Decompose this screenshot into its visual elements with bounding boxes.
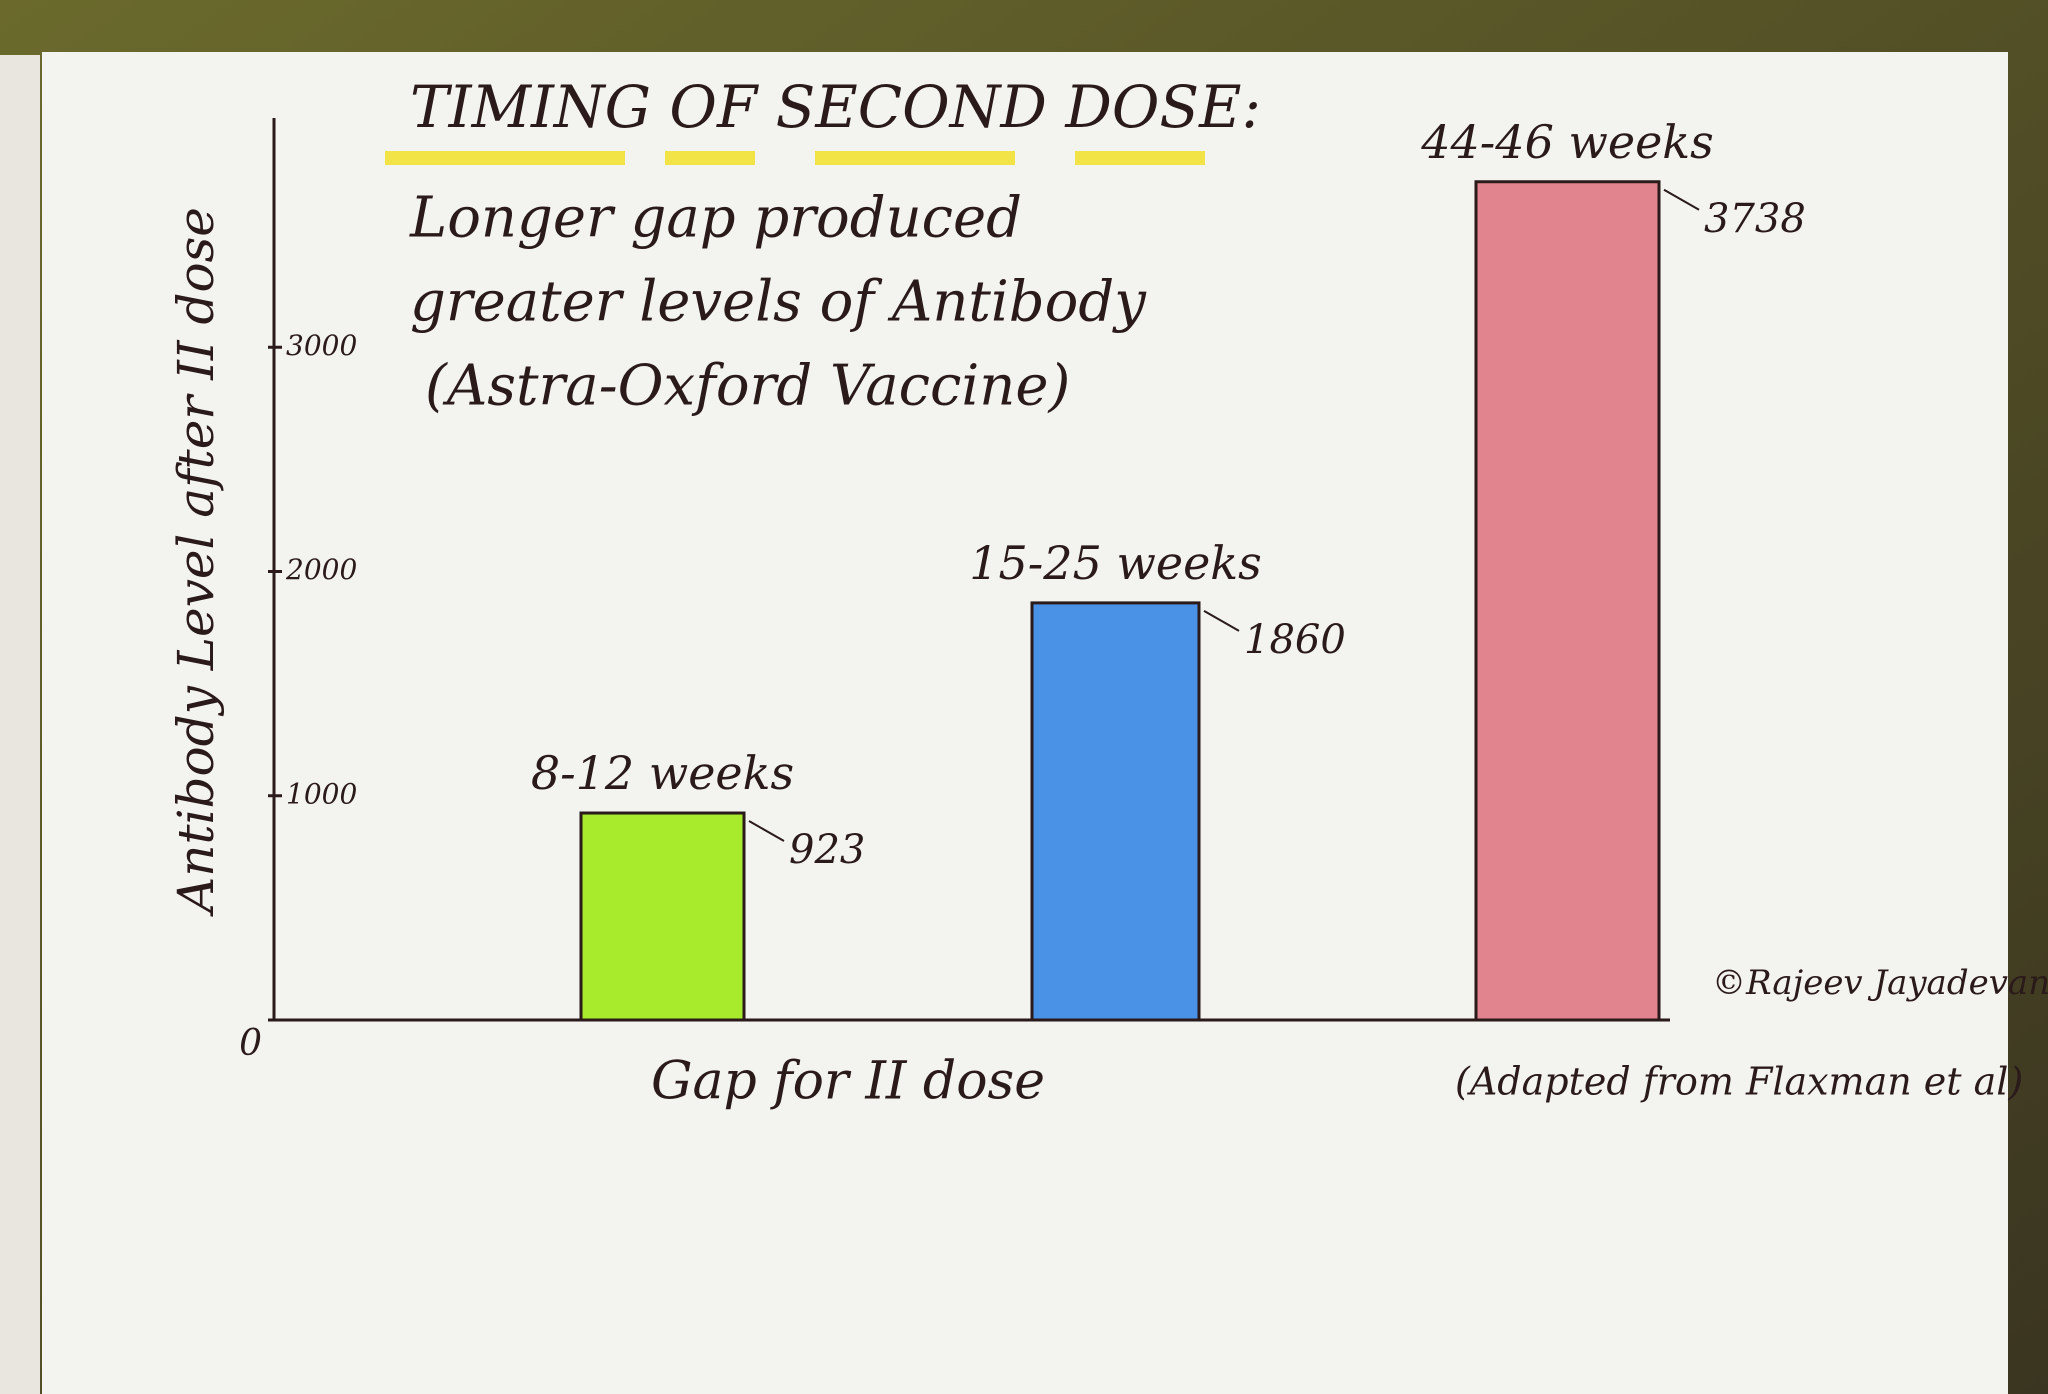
annotation: (Adapted from Flaxman et al) <box>1455 1060 2023 1104</box>
bar <box>1474 180 1661 1022</box>
chart-title: TIMING OF SECOND DOSE: <box>410 73 1261 141</box>
annotation: ©Rajeev Jayadevan <box>1712 963 2048 1003</box>
subtitle-line: Longer gap produced <box>409 186 1022 251</box>
value-leader <box>1203 610 1240 632</box>
subtitle-line: greater levels of Antibody <box>410 270 1147 335</box>
category-label: 15-25 weeks <box>969 536 1262 590</box>
y-tick-label: 3000 <box>286 329 357 362</box>
y-axis-label: Antibody Level after II dose <box>167 207 225 917</box>
value-leader <box>748 820 785 842</box>
bar <box>1030 601 1201 1022</box>
category-label: 8-12 weeks <box>531 746 794 800</box>
y-tick-label: 2000 <box>285 553 357 586</box>
subtitle-line: (Astra-Oxford Vaccine) <box>425 354 1070 419</box>
value-label: 1860 <box>1244 617 1346 663</box>
value-label: 3738 <box>1704 196 1806 242</box>
x-axis-label: Gap for II dose <box>651 1052 1045 1112</box>
y-tick-label: 0 <box>239 1023 262 1064</box>
y-tick-label: 1000 <box>286 777 357 810</box>
value-label: 923 <box>789 827 865 873</box>
paper <box>42 52 2008 1394</box>
value-leader <box>1663 188 1700 211</box>
bar <box>579 811 746 1022</box>
category-label: 44-46 weeks <box>1420 115 1714 169</box>
left-page <box>0 55 40 1394</box>
